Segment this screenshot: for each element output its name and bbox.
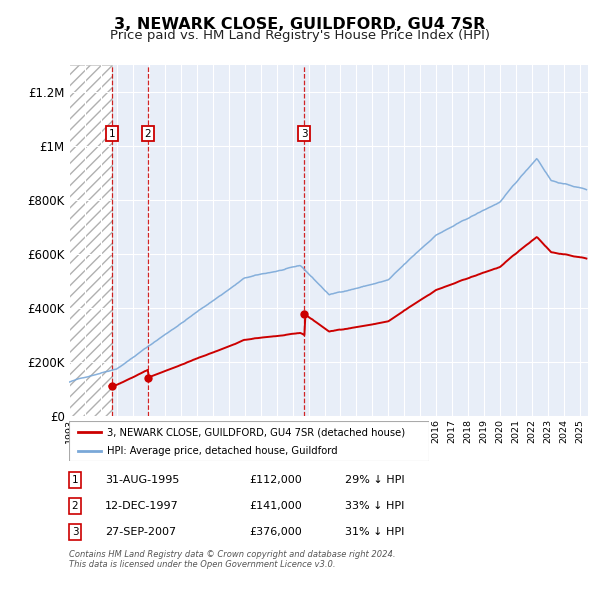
- Text: 31% ↓ HPI: 31% ↓ HPI: [345, 527, 404, 536]
- Text: Price paid vs. HM Land Registry's House Price Index (HPI): Price paid vs. HM Land Registry's House …: [110, 30, 490, 42]
- Text: 1: 1: [71, 475, 79, 484]
- Text: 3, NEWARK CLOSE, GUILDFORD, GU4 7SR: 3, NEWARK CLOSE, GUILDFORD, GU4 7SR: [115, 17, 485, 31]
- Text: HPI: Average price, detached house, Guildford: HPI: Average price, detached house, Guil…: [107, 445, 337, 455]
- Text: 3: 3: [301, 129, 308, 139]
- Text: 33% ↓ HPI: 33% ↓ HPI: [345, 501, 404, 510]
- Text: 29% ↓ HPI: 29% ↓ HPI: [345, 475, 404, 484]
- Text: 1: 1: [109, 129, 115, 139]
- Text: This data is licensed under the Open Government Licence v3.0.: This data is licensed under the Open Gov…: [69, 560, 335, 569]
- Text: 3: 3: [71, 527, 79, 536]
- Text: 27-SEP-2007: 27-SEP-2007: [105, 527, 176, 536]
- Text: 2: 2: [145, 129, 151, 139]
- Bar: [69, 65, 112, 416]
- Text: £376,000: £376,000: [249, 527, 302, 536]
- Text: 31-AUG-1995: 31-AUG-1995: [105, 475, 179, 484]
- Bar: [69, 65, 112, 416]
- Text: £141,000: £141,000: [249, 501, 302, 510]
- Text: 2: 2: [71, 501, 79, 510]
- Text: 3, NEWARK CLOSE, GUILDFORD, GU4 7SR (detached house): 3, NEWARK CLOSE, GUILDFORD, GU4 7SR (det…: [107, 427, 405, 437]
- Text: Contains HM Land Registry data © Crown copyright and database right 2024.: Contains HM Land Registry data © Crown c…: [69, 550, 395, 559]
- Text: 12-DEC-1997: 12-DEC-1997: [105, 501, 179, 510]
- Text: £112,000: £112,000: [249, 475, 302, 484]
